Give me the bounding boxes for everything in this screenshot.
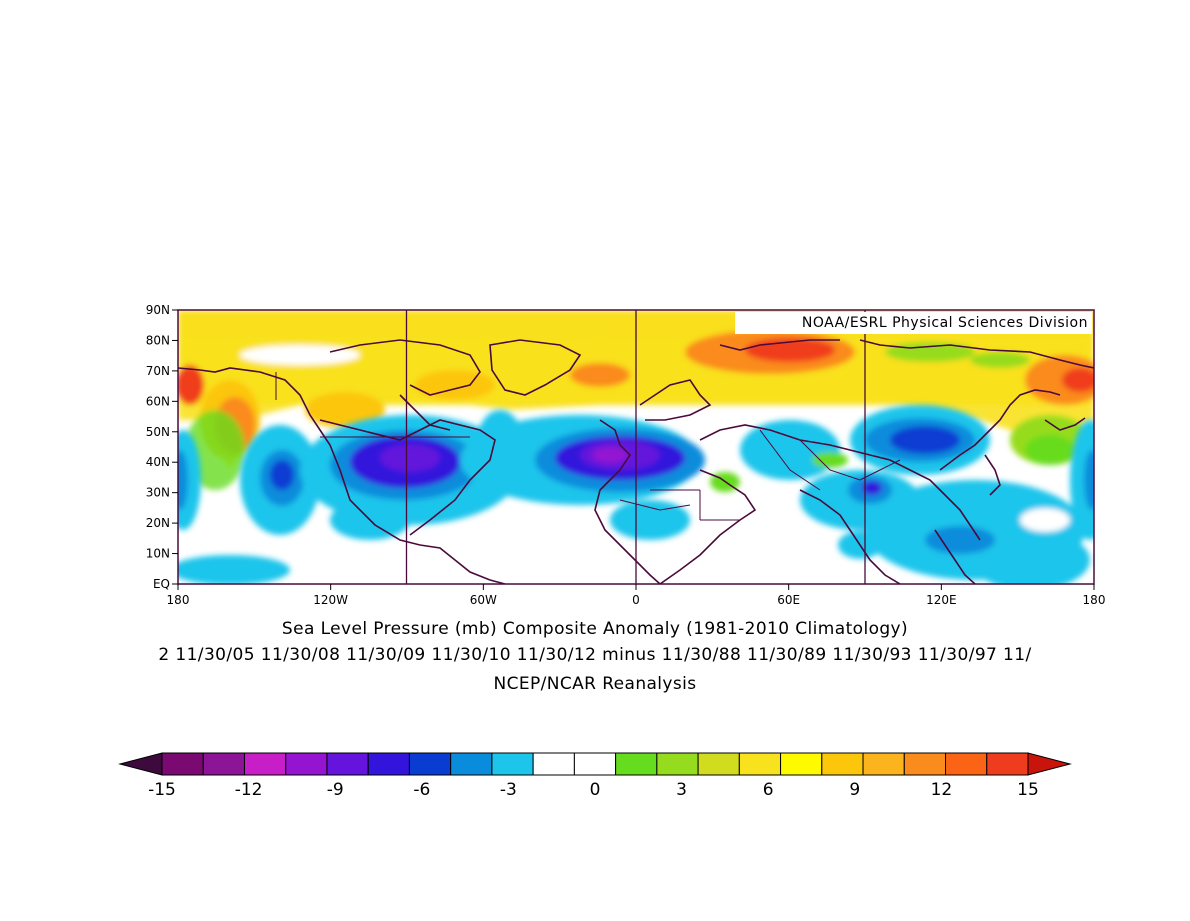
- lat-tick-label: 70N: [146, 364, 170, 378]
- colorbar-swatch: [326, 752, 369, 776]
- colorbar-swatch: [903, 752, 947, 776]
- colorbar: -15 -12 -9 -6 -3 0 3 6 9 12 15: [118, 752, 1072, 800]
- negative-anomalies: [178, 405, 1094, 584]
- colorbar-label: 6: [763, 780, 774, 800]
- colorbar-label: 9: [849, 780, 860, 800]
- colorbar-swatch: [202, 752, 245, 776]
- lat-tick-label: 40N: [146, 455, 170, 469]
- colorbar-swatch: [780, 752, 823, 776]
- lat-tick-label: 30N: [146, 486, 170, 500]
- colorbar-swatch: [491, 752, 534, 776]
- lon-tick-label: 60W: [470, 593, 497, 607]
- colorbar-swatch: [367, 752, 410, 776]
- colorbar-swatch: [532, 752, 575, 776]
- colorbar-swatch: [615, 752, 658, 776]
- colorbar-swatch: [821, 752, 864, 776]
- coastlines: [178, 339, 1094, 584]
- colorbar-swatch: [450, 752, 493, 776]
- colorbar-swatch: [862, 752, 905, 776]
- colorbar-label: 0: [590, 780, 601, 800]
- longitude-axis: 180 120W 60W 0 60E 120E 180: [167, 584, 1106, 607]
- country-borders: [275, 372, 901, 521]
- colorbar-label: -6: [413, 780, 430, 800]
- colorbar-label: -9: [327, 780, 344, 800]
- colorbar-under-arrow: [118, 752, 163, 776]
- colorbar-swatch: [161, 752, 204, 776]
- colorbar-swatch: [945, 752, 988, 776]
- colorbar-swatch: [573, 752, 617, 776]
- title-line-3: NCEP/NCAR Reanalysis: [493, 674, 697, 694]
- colorbar-label: 3: [676, 780, 687, 800]
- colorbar-swatch: [738, 752, 782, 776]
- colorbar-label: 15: [1017, 780, 1039, 800]
- colorbar-label: -3: [500, 780, 517, 800]
- meridian-lines: [405, 310, 866, 584]
- colorbar-swatch: [697, 752, 740, 776]
- lat-tick-label: 50N: [146, 425, 170, 439]
- latitude-axis: 90N 80N 70N 60N 50N 40N 30N 20N 10N EQ: [146, 303, 178, 591]
- lat-tick-label: 60N: [146, 394, 170, 408]
- lat-tick-label: 10N: [146, 547, 170, 561]
- colorbar-swatch: [986, 752, 1029, 776]
- lon-tick-label: 0: [632, 593, 640, 607]
- title-line-1: Sea Level Pressure (mb) Composite Anomal…: [281, 619, 909, 639]
- colorbar-swatch: [243, 752, 287, 776]
- lon-tick-label: 120E: [926, 593, 957, 607]
- lon-tick-label: 180: [167, 593, 190, 607]
- lon-tick-label: 180: [1083, 593, 1106, 607]
- lat-tick-label: 80N: [146, 333, 170, 347]
- credit-box: [735, 312, 1092, 334]
- lon-tick-label: 120W: [313, 593, 348, 607]
- lat-tick-label: 90N: [146, 303, 170, 317]
- colorbar-label: 12: [931, 780, 953, 800]
- colorbar-swatch: [408, 752, 452, 776]
- lat-tick-label: EQ: [153, 577, 170, 591]
- title-line-2: 2 11/30/05 11/30/08 11/30/09 11/30/10 11…: [158, 645, 1032, 665]
- credit-text: NOAA/ESRL Physical Sciences Division: [802, 315, 1088, 331]
- anomaly-field: [178, 310, 1094, 584]
- colorbar-over-arrow: [1027, 752, 1072, 776]
- lon-tick-label: 60E: [777, 593, 800, 607]
- colorbar-label: -15: [148, 780, 176, 800]
- colorbar-label: -12: [235, 780, 263, 800]
- colorbar-swatch: [285, 752, 328, 776]
- lat-tick-label: 20N: [146, 516, 170, 530]
- colorbar-swatch: [656, 752, 699, 776]
